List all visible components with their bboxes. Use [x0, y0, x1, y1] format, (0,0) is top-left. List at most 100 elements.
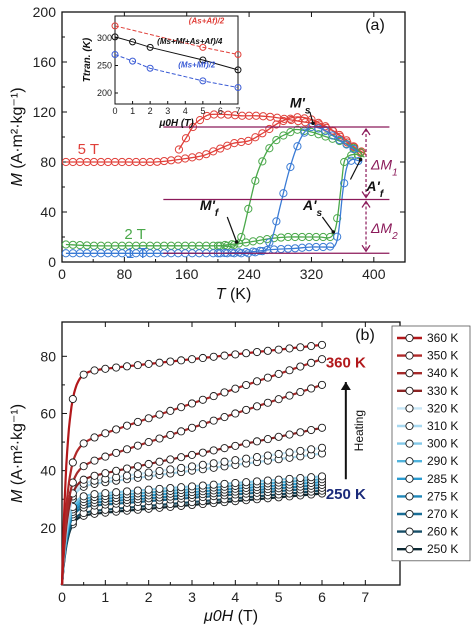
annotation-af-base: A'	[365, 178, 380, 194]
data-point	[133, 486, 142, 495]
data-point	[198, 395, 207, 404]
legend-swatch-marker	[405, 404, 414, 413]
inset-point	[146, 64, 154, 72]
y-tick-label: 40	[40, 463, 56, 479]
y-tick-label: 80	[40, 154, 56, 170]
ylabel-symbol: M	[9, 489, 26, 503]
data-point	[317, 472, 327, 481]
inset-point	[129, 57, 137, 65]
data-point	[122, 471, 132, 480]
data-point	[242, 380, 251, 390]
series-300k	[60, 472, 327, 586]
data-point	[90, 471, 99, 480]
x-tick-label: 4	[231, 589, 239, 605]
data-point	[79, 439, 88, 448]
legend-swatch-marker	[405, 527, 414, 536]
data-point	[333, 232, 342, 241]
data-point	[265, 124, 274, 134]
annotation-mf-sub: f	[215, 208, 220, 219]
inset-fit-line	[114, 54, 239, 88]
inset-y-tick-label: 250	[97, 61, 112, 71]
data-point	[209, 480, 218, 489]
data-point	[177, 427, 186, 436]
legend-entry: 270 K	[427, 507, 458, 521]
y-axis-label-b: M (A·m²·kg⁻¹)	[9, 404, 26, 503]
data-point	[285, 344, 294, 353]
inset-point	[111, 51, 119, 58]
data-point	[181, 134, 191, 143]
data-point	[155, 410, 164, 419]
data-point	[274, 449, 283, 459]
legend-swatch-marker	[405, 492, 414, 501]
data-point	[333, 214, 342, 223]
data-point	[317, 340, 327, 349]
series-360k	[60, 340, 327, 586]
inset-point	[234, 51, 242, 58]
data-point	[342, 140, 351, 149]
data-point	[187, 482, 197, 491]
legend-entry: 250 K	[427, 542, 458, 556]
data-point	[122, 362, 132, 371]
data-point	[263, 346, 272, 355]
bracket-arrow	[361, 200, 371, 208]
data-point	[101, 364, 110, 373]
data-point	[177, 463, 186, 472]
data-point	[216, 144, 225, 153]
inset-point	[199, 56, 207, 64]
inset-point	[111, 22, 119, 30]
data-point	[296, 446, 305, 455]
x-axis-label-a: T (K)	[216, 286, 252, 303]
annotation-as-base: A'	[302, 197, 317, 213]
inset-series-label: (Ms+Mf+As+Af)/4	[157, 37, 223, 46]
y-axis-label-a: M (A·m²·kg⁻¹)	[9, 87, 26, 186]
y-tick-label: 60	[40, 405, 56, 421]
x-tick-label: 80	[117, 266, 133, 282]
legend-entry: 285 K	[427, 472, 458, 486]
data-point	[155, 434, 164, 443]
data-point	[307, 425, 316, 435]
delta-m2-sub: 2	[391, 231, 398, 242]
series-340k	[60, 380, 327, 586]
annotation-af-arrow	[349, 159, 362, 180]
data-point	[296, 387, 305, 397]
inset-x-tick-label: 4	[183, 106, 188, 116]
legend-entry: 360 K	[427, 331, 458, 345]
inset-point	[146, 43, 154, 51]
data-point	[307, 445, 316, 454]
ylabel-symbol: M	[9, 173, 26, 187]
data-point	[90, 490, 99, 499]
legend-entry: 310 K	[427, 419, 458, 433]
data-point	[286, 162, 295, 172]
data-point	[263, 373, 272, 382]
annotation-ms-arrow	[309, 111, 314, 124]
inset-fit-line	[114, 25, 239, 55]
data-point	[155, 358, 164, 367]
data-point	[317, 443, 327, 452]
data-point	[112, 466, 121, 475]
data-point	[155, 466, 164, 476]
legend-swatch-marker	[405, 457, 414, 466]
bracket-arrow	[361, 127, 371, 136]
inset-y-tick-label: 300	[97, 33, 112, 43]
data-point	[133, 462, 142, 471]
data-point	[326, 242, 335, 251]
inset-x-tick-label: 5	[200, 106, 205, 116]
xlabel-symbol: μ0H	[203, 608, 234, 625]
x-tick-label: 240	[237, 266, 261, 282]
legend-swatch-marker	[405, 333, 414, 343]
annotation-mf: M'f	[200, 197, 220, 219]
data-point	[307, 358, 316, 367]
delta-m2-base: ΔM	[370, 220, 392, 236]
data-point	[177, 403, 186, 412]
x-tick-label: 320	[300, 266, 324, 282]
data-point	[198, 460, 207, 469]
data-point	[263, 451, 272, 460]
data-point	[220, 413, 229, 422]
data-point	[251, 133, 260, 142]
series-320k	[60, 443, 327, 586]
data-point	[349, 144, 358, 154]
legend-swatch-marker	[405, 509, 414, 519]
data-point	[101, 429, 110, 438]
data-point	[314, 124, 323, 133]
